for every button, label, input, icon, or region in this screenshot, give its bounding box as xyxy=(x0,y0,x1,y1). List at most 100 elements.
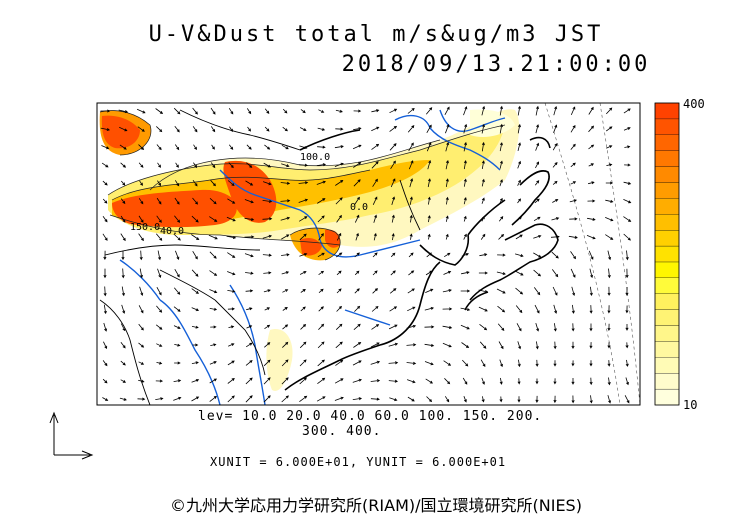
wind-arrow xyxy=(426,252,432,258)
wind-arrow xyxy=(388,379,399,383)
wind-arrow xyxy=(498,234,505,240)
wind-arrow xyxy=(589,342,593,349)
wind-arrow xyxy=(606,163,613,167)
wind-arrow xyxy=(461,271,470,275)
wind-arrow xyxy=(120,233,126,242)
wind-arrow xyxy=(299,359,307,367)
wind-arrow xyxy=(209,378,218,384)
wind-arrow xyxy=(517,105,521,116)
wind-arrow xyxy=(571,304,575,314)
wind-arrow xyxy=(499,197,503,204)
map-frame-bg xyxy=(97,103,640,405)
wind-arrow xyxy=(570,106,576,116)
wind-arrow xyxy=(445,178,449,187)
wind-arrow xyxy=(102,397,109,401)
wind-arrow xyxy=(624,163,631,167)
wind-arrow xyxy=(389,397,398,402)
wind-arrow xyxy=(355,232,359,241)
wind-arrow xyxy=(317,145,326,149)
wind-arrow xyxy=(425,270,433,276)
wind-arrow xyxy=(191,288,199,294)
wind-arrow xyxy=(335,359,344,366)
wind-arrow xyxy=(139,180,143,186)
wind-arrow xyxy=(553,341,557,350)
wind-arrow xyxy=(443,270,452,275)
wind-arrow xyxy=(408,142,414,152)
wind-arrow xyxy=(589,305,593,314)
wind-arrow xyxy=(191,215,199,223)
wind-arrow xyxy=(587,217,596,221)
wind-arrow xyxy=(299,395,308,403)
color-bar-swatch xyxy=(654,261,680,278)
wind-arrow xyxy=(282,324,289,330)
wind-arrow xyxy=(316,198,326,204)
wind-arrow xyxy=(264,108,270,114)
wind-arrow xyxy=(370,379,381,383)
wind-arrow xyxy=(570,268,576,278)
wind-arrow xyxy=(445,124,450,134)
wind-arrow xyxy=(425,107,433,115)
wind-arrow xyxy=(318,270,325,276)
wind-arrow xyxy=(353,323,361,331)
wind-arrow xyxy=(388,361,399,365)
wind-arrow xyxy=(371,305,379,312)
contour-label-group: 100.0 150.0 40.0 0.0 xyxy=(130,152,368,237)
wind-arrow xyxy=(120,360,126,366)
wind-arrow xyxy=(623,181,632,185)
wind-arrow xyxy=(409,196,413,205)
wind-arrow xyxy=(155,379,164,383)
wind-arrow xyxy=(156,126,163,133)
wind-arrow xyxy=(352,378,362,383)
wind-arrow xyxy=(120,180,126,186)
wind-arrow xyxy=(442,342,452,348)
wind-arrow xyxy=(102,360,108,367)
color-bar xyxy=(654,102,680,406)
wind-arrow xyxy=(588,144,595,150)
wind-arrow xyxy=(424,306,435,311)
wind-arrow xyxy=(409,178,414,188)
wind-arrow xyxy=(138,198,144,205)
wind-arrow xyxy=(535,322,540,332)
wind-arrow xyxy=(587,199,596,203)
wind-arrow xyxy=(228,144,234,150)
wind-arrow xyxy=(623,127,631,131)
wind-arrow xyxy=(605,181,614,185)
color-bar-swatch xyxy=(654,309,680,326)
wind-arrow xyxy=(553,395,557,404)
wind-arrow xyxy=(120,323,126,332)
wind-arrow xyxy=(246,325,253,329)
wind-arrow xyxy=(102,216,108,223)
wind-arrow xyxy=(606,107,613,115)
wind-arrow xyxy=(409,233,413,240)
wind-arrow xyxy=(157,180,162,187)
wind-arrow xyxy=(479,253,488,257)
wind-arrow xyxy=(119,397,127,401)
wind-arrow xyxy=(607,360,611,367)
wind-arrow xyxy=(625,342,629,349)
wind-arrow xyxy=(427,233,431,240)
wind-arrow xyxy=(174,144,180,151)
wind-arrow xyxy=(589,286,593,297)
wind-arrow xyxy=(463,141,467,152)
contour-label: 150.0 xyxy=(130,222,160,233)
wind-arrow xyxy=(517,359,521,368)
wind-arrow xyxy=(517,341,522,350)
wind-arrow xyxy=(281,359,289,367)
wind-arrow xyxy=(462,377,468,385)
wind-arrow xyxy=(517,396,521,403)
wind-arrow xyxy=(571,286,576,297)
wind-arrow xyxy=(316,396,326,402)
wind-arrow xyxy=(121,304,126,314)
wind-arrow xyxy=(103,250,107,261)
wind-arrow xyxy=(605,199,614,203)
wind-arrow xyxy=(551,251,559,259)
wind-arrow xyxy=(210,325,217,329)
color-bar-swatch xyxy=(654,357,680,374)
wind-arrow xyxy=(100,109,111,113)
wind-arrow xyxy=(516,323,522,332)
wind-arrow xyxy=(498,216,504,222)
color-bar-swatch xyxy=(654,388,680,406)
wind-arrow xyxy=(481,215,485,222)
wind-arrow xyxy=(174,361,181,365)
chart-title-line1: U-V&Dust total m/s&ug/m3 JST xyxy=(148,22,604,47)
